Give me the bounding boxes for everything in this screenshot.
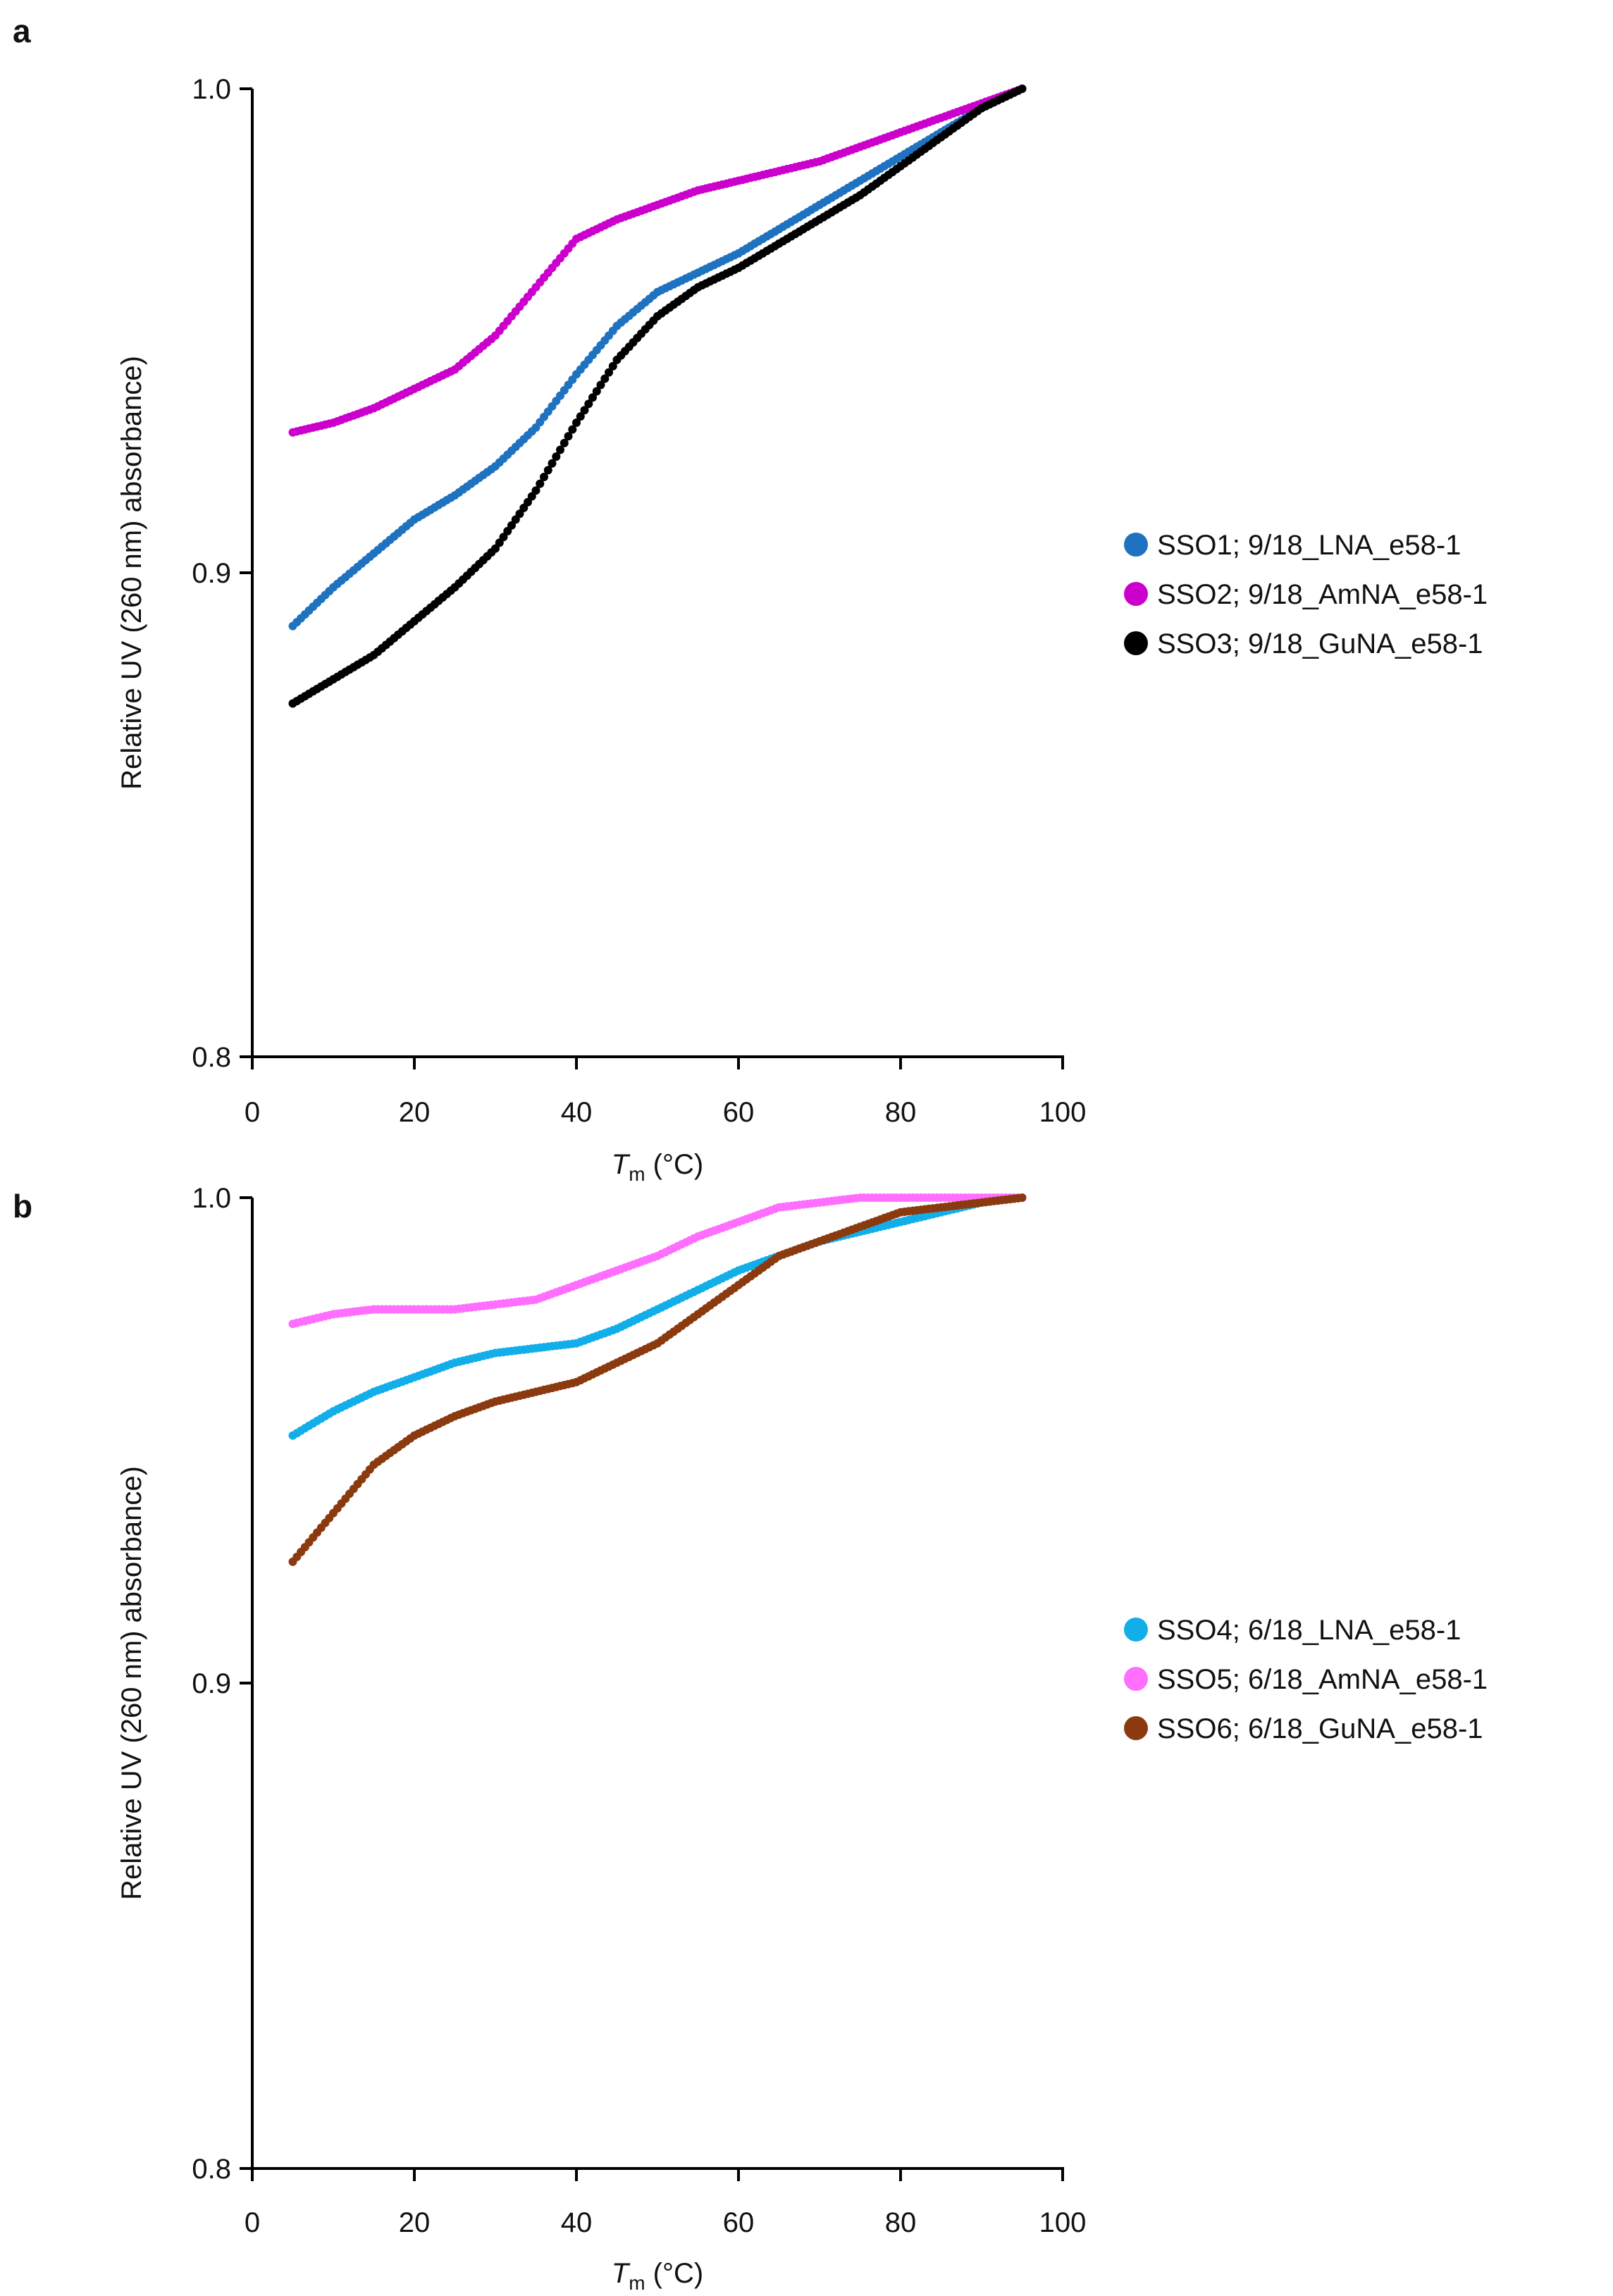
panel-a-x-tick-label-2: 40 [561,1097,593,1128]
panel-a-x-axis-title-symbol: T [612,1149,631,1180]
panel-a-series-2-point-65 [552,452,561,461]
panel-b-letter: b [13,1188,32,1224]
panel-a-legend-marker-1 [1124,582,1148,606]
panel-a-series-2-point-68 [564,432,573,441]
panel-a-x-tick-label-4: 80 [885,1097,917,1128]
panel-a-series-2-point-71 [576,412,585,421]
panel-a-series-2-point-70 [572,418,581,427]
panel-a-series-2-point-78 [605,368,613,377]
panel-b-y-axis-title: Relative UV (260 nm) absorbance) [116,1466,147,1900]
panel-a-x-tick-label-0: 0 [245,1097,260,1128]
panel-b-legend-label-1: SSO5; 6/18_AmNA_e58-1 [1157,1664,1488,1695]
panel-a-series-2-point-73 [584,399,593,409]
panel-b-x-tick-label-3: 60 [723,2207,755,2238]
panel-a-legend-label-0: SSO1; 9/18_LNA_e58-1 [1157,530,1461,561]
panel-b-x-tick-label-4: 80 [885,2207,917,2238]
panel-b-legend-label-2: SSO6; 6/18_GuNA_e58-1 [1157,1713,1483,1744]
panel-a-series-2-point-60 [531,486,540,495]
panel-a-legend-label-1: SSO2; 9/18_AmNA_e58-1 [1157,579,1488,610]
panel-a-series-2-point-76 [596,380,605,390]
panel-a-series-2-point-66 [556,445,564,454]
panel-a-series-2-point-67 [560,438,569,447]
panel-b-x-tick-label-5: 100 [1039,2207,1087,2238]
panel-a-series-2-point-79 [608,361,617,371]
panel-b-series-1 [288,1193,1027,1329]
panel-a-legend-marker-0 [1124,533,1148,557]
panel-a-series-1 [288,85,1027,437]
panel-b-legend-marker-2 [1124,1716,1148,1740]
panel-a-series-2-point-74 [588,393,597,402]
panel-b-x-axis-title: Tm (°C) [612,2258,703,2294]
panel-b-y-tick-label-2: 1.0 [192,1183,231,1214]
panel-a-legend: SSO1; 9/18_LNA_e58-1 SSO2; 9/18_AmNA_e58… [1124,530,1488,659]
panel-b-legend-marker-1 [1124,1667,1148,1691]
panel-b-legend-marker-0 [1124,1618,1148,1642]
panel-a-x-tick-label-1: 20 [399,1097,431,1128]
panel-a-x-axis-title: Tm (°C) [612,1149,703,1185]
panel-a-series-2-point-62 [540,473,548,481]
panel-a-letter: a [13,13,31,49]
panel-a-legend-marker-2 [1124,631,1148,655]
panel-b-y-tick-label-0: 0.8 [192,2154,231,2185]
panel-a-y-axis-title: Relative UV (260 nm) absorbance) [116,356,147,790]
panel-b-x-tick-label-0: 0 [245,2207,260,2238]
panel-b-x-axis-title-unit: (°C) [645,2258,704,2289]
panel-b-x-axis-title-symbol: T [612,2258,631,2289]
panel-a: a 0.8 0.9 1.0 0 20 40 60 80 100 Tm (°C) … [13,13,1488,1185]
panel-a-x-axis-title-subscript: m [629,1163,645,1185]
panel-b-series-0 [288,1193,1027,1440]
panel-a-series-2 [288,85,1027,708]
panel-a-y-tick-label-0: 0.8 [192,1042,231,1073]
panel-b-legend: SSO4; 6/18_LNA_e58-1 SSO5; 6/18_AmNA_e58… [1124,1615,1488,1744]
panel-a-x-tick-label-3: 60 [723,1097,755,1128]
panel-b: b 0.8 0.9 1.0 0 20 40 60 80 100 Tm (°C) … [13,1183,1488,2294]
panel-a-series-2-point-77 [600,374,610,383]
panel-b-series-2-point-180 [1018,1193,1027,1202]
panel-a-series-2-point-75 [592,387,601,396]
panel-a-y-tick-label-1: 0.9 [192,558,231,589]
panel-a-y-tick-label-2: 1.0 [192,74,231,105]
panel-b-y-tick-label-1: 0.9 [192,1668,231,1699]
panel-a-series-2-point-180 [1018,85,1027,93]
panel-a-series-2-point-72 [580,406,589,415]
panel-a-series-2-point-64 [548,459,557,468]
panel-a-series-2-point-61 [536,479,545,488]
panel-a-series-2-point-63 [543,466,552,475]
panel-a-series-2-point-69 [568,425,577,434]
panel-b-x-tick-label-1: 20 [399,2207,431,2238]
panel-a-series-0 [288,85,1027,631]
panel-b-legend-label-0: SSO4; 6/18_LNA_e58-1 [1157,1615,1461,1646]
panel-a-x-axis-title-unit: (°C) [645,1149,704,1180]
panel-b-series-2 [288,1193,1027,1566]
panel-b-x-axis-title-subscript: m [629,2272,645,2294]
panel-a-x-tick-label-5: 100 [1039,1097,1087,1128]
panel-a-legend-label-2: SSO3; 9/18_GuNA_e58-1 [1157,628,1483,659]
panel-b-x-tick-label-2: 40 [561,2207,593,2238]
